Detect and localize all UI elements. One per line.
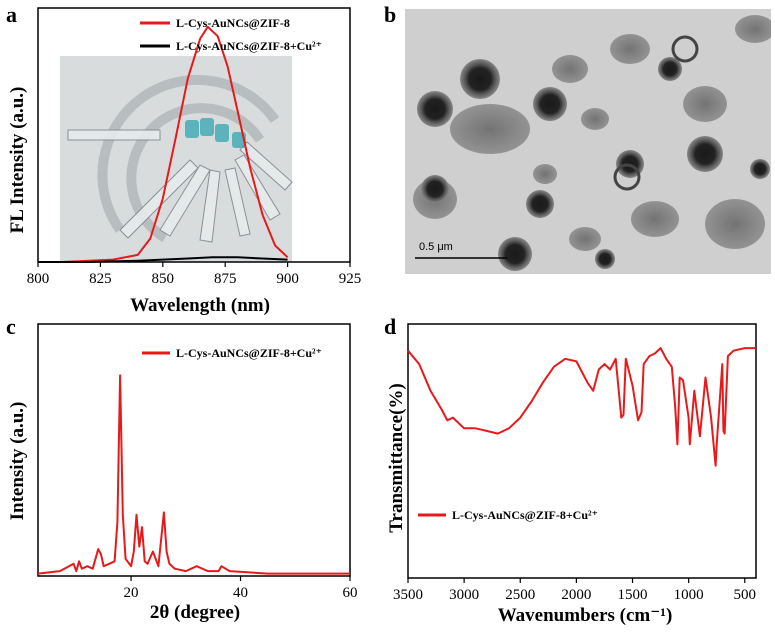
x-axis-label-d: Wavenumbers (cm⁻¹) [498,605,673,626]
x-axis-label-a: Wavelength (nm) [130,295,270,315]
d-x-tick-label: 2500 [505,587,535,603]
panel-label-c: c [6,314,16,339]
d-x-tick-label: 1000 [674,587,704,603]
d-x-tick-label: 3500 [393,587,423,603]
panel-a-chart: 800 825 850 875 900 925 L-Cys-AuNCs@ZIF-8 L-C… [7,7,362,315]
legend-a-entry-2: L-Cys-AuNCs@ZIF-8+Cu²⁺ [176,39,322,53]
legend-c-entry-1: L-Cys-AuNCs@ZIF-8+Cu²⁺ [176,346,322,360]
a-x-tick-label: 900 [276,271,299,287]
d-x-tick-label: 3000 [449,587,479,603]
panel-label-a: a [6,2,17,27]
a-series-2-line [38,256,288,263]
legend-a: L-Cys-AuNCs@ZIF-8 L-Cys-AuNCs@ZIF-8+Cu²⁺ [140,16,322,53]
panel-label-b: b [384,2,397,27]
a-x-tick-label: 925 [339,271,362,287]
legend-c: L-Cys-AuNCs@ZIF-8+Cu²⁺ [142,346,322,360]
c-x-tick-label: 40 [233,585,248,601]
panel-d-chart: 3500 3000 2500 2000 1500 1000 500 L-Cys-AuNCs@… [386,323,757,626]
c-x-tick-label: 60 [343,585,358,601]
y-axis-label-c: Intensity (a.u.) [7,402,28,521]
tem-image: 0.5 μm [405,9,771,274]
legend-a-entry-1: L-Cys-AuNCs@ZIF-8 [176,16,290,30]
legend-d-entry-1: L-Cys-AuNCs@ZIF-8+Cu²⁺ [452,508,598,522]
panel-label-d: d [384,314,397,339]
panel-c-chart: 20 40 60 L-Cys-AuNCs@ZIF-8+Cu²⁺ 2θ (degree… [7,323,358,623]
scale-bar-label: 0.5 μm [419,241,453,253]
a-x-tick-label: 875 [214,271,237,287]
legend-d: L-Cys-AuNCs@ZIF-8+Cu²⁺ [418,508,598,522]
y-axis-label-d: Transmittance(%) [386,383,407,533]
y-axis-label-a: FL Intensity (a.u.) [7,87,28,234]
x-axis-label-c: 2θ (degree) [150,602,240,623]
c-series-1-line [37,374,350,575]
d-axes-frame [407,323,757,579]
a-series-1-line [62,25,289,263]
c-x-tick-label: 20 [124,585,139,601]
d-x-tick-label: 500 [734,587,757,603]
a-axes-frame [37,7,351,263]
a-x-tick-label: 800 [27,271,50,287]
tem-particles [413,15,771,271]
d-x-tick-label: 2000 [561,587,591,603]
a-x-tick-label: 850 [152,271,175,287]
d-series-1-line [407,347,756,467]
c-axes-frame [37,323,351,577]
d-x-tick-label: 1500 [618,587,648,603]
inset-photo [60,56,293,262]
a-x-tick-label: 825 [89,271,112,287]
